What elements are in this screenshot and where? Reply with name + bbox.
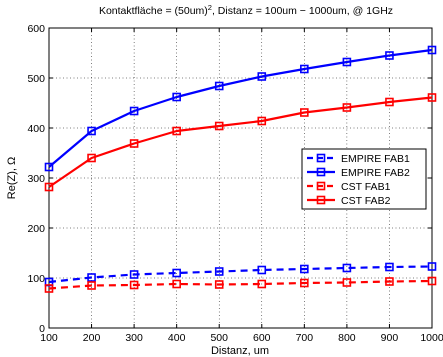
series-cst-fab1 xyxy=(44,276,437,293)
data-point-empire-fab1 xyxy=(385,262,394,272)
series-line-cst-fab1 xyxy=(48,279,433,290)
data-point-cst-fab1 xyxy=(172,279,181,289)
x-tick-label: 900 xyxy=(381,332,399,344)
x-axis-label: Distanz, um xyxy=(211,345,269,357)
chart-title: Kontaktfläche = (50um)2, Distanz = 100um… xyxy=(99,3,393,17)
data-point-cst-fab1 xyxy=(44,284,54,293)
grid-lines xyxy=(49,28,432,328)
x-tick-label: 200 xyxy=(83,332,101,344)
data-point-empire-fab1 xyxy=(300,264,309,274)
y-tick-label: 400 xyxy=(27,123,45,135)
legend-label: CST FAB2 xyxy=(341,195,391,207)
y-tick-label: 0 xyxy=(39,323,45,335)
data-point-empire-fab2 xyxy=(427,45,437,55)
data-point-empire-fab1 xyxy=(257,265,267,275)
y-tick-label: 100 xyxy=(27,273,45,285)
y-axis-label: Re(Z), Ω xyxy=(6,157,18,199)
data-point-empire-fab2 xyxy=(129,106,139,116)
data-point-cst-fab2 xyxy=(385,97,394,107)
data-point-empire-fab2 xyxy=(342,57,352,67)
series-empire-fab2 xyxy=(44,45,437,172)
legend-item-empire-fab1: EMPIRE FAB1 xyxy=(307,153,410,165)
series-line-empire-fab1 xyxy=(48,265,433,284)
data-point-cst-fab2 xyxy=(44,182,54,192)
data-point-empire-fab2 xyxy=(44,162,54,172)
legend-marker xyxy=(316,181,326,191)
series-lines xyxy=(44,45,437,293)
legend-label: EMPIRE FAB2 xyxy=(341,167,410,179)
data-point-cst-fab1 xyxy=(427,276,437,286)
y-tick-label: 300 xyxy=(27,173,45,185)
data-point-empire-fab1 xyxy=(87,273,96,282)
data-point-cst-fab1 xyxy=(342,278,352,287)
data-point-empire-fab2 xyxy=(257,72,267,81)
x-tick-label: 300 xyxy=(125,332,143,344)
data-point-empire-fab1 xyxy=(129,270,139,279)
y-tick-label: 500 xyxy=(27,73,45,85)
legend-item-cst-fab2: CST FAB2 xyxy=(307,195,391,207)
data-point-cst-fab2 xyxy=(427,93,437,102)
x-tick-label: 800 xyxy=(338,332,356,344)
data-point-cst-fab2 xyxy=(87,153,96,163)
x-tick-label: 600 xyxy=(253,332,271,344)
x-tick-label: 700 xyxy=(296,332,314,344)
data-point-empire-fab1 xyxy=(342,263,352,273)
legend-item-empire-fab2: EMPIRE FAB2 xyxy=(307,167,410,179)
data-point-empire-fab2 xyxy=(214,81,224,91)
data-point-cst-fab2 xyxy=(342,103,352,112)
x-tick-label: 500 xyxy=(210,332,228,344)
y-tick-label: 200 xyxy=(27,223,45,235)
data-point-empire-fab2 xyxy=(87,126,96,136)
legend-item-cst-fab1: CST FAB1 xyxy=(307,181,391,193)
series-cst-fab2 xyxy=(44,93,437,192)
data-point-cst-fab1 xyxy=(214,280,224,289)
series-line-empire-fab2 xyxy=(48,48,433,168)
legend-label: CST FAB1 xyxy=(341,181,391,193)
series-line-cst-fab2 xyxy=(48,96,433,188)
x-tick-label: 400 xyxy=(168,332,186,344)
data-point-cst-fab1 xyxy=(385,277,394,286)
title-superscript: 2 xyxy=(208,3,212,12)
data-point-cst-fab2 xyxy=(300,108,309,117)
x-tick-label: 1000 xyxy=(420,332,443,344)
data-point-cst-fab2 xyxy=(214,121,224,131)
data-point-cst-fab2 xyxy=(129,139,139,148)
x-tick-label: 100 xyxy=(40,332,58,344)
data-point-cst-fab1 xyxy=(87,281,96,290)
legend-marker xyxy=(316,153,326,163)
title-main: Kontaktfläche = (50um) xyxy=(99,5,208,17)
data-point-cst-fab1 xyxy=(129,280,139,290)
data-point-empire-fab1 xyxy=(214,267,224,276)
y-tick-label: 600 xyxy=(27,23,45,35)
data-point-empire-fab1 xyxy=(172,268,181,278)
data-point-cst-fab1 xyxy=(300,278,309,288)
legend-label: EMPIRE FAB1 xyxy=(341,153,410,165)
axis-ticks: 100 200 300 400 500 600 700 800 900 1000010020030… xyxy=(27,23,443,344)
data-point-cst-fab1 xyxy=(257,279,267,289)
data-point-empire-fab1 xyxy=(427,262,437,271)
data-point-cst-fab2 xyxy=(172,126,181,136)
title-rest: , Distanz = 100um − 1000um, @ 1GHz xyxy=(212,5,393,17)
legend: EMPIRE FAB1 EMPIRE FAB2 CST FAB1 CST FAB2 xyxy=(301,148,427,210)
data-point-empire-fab2 xyxy=(300,64,309,74)
legend-marker xyxy=(316,167,326,177)
data-point-empire-fab2 xyxy=(385,51,394,60)
legend-marker xyxy=(316,195,326,205)
data-point-empire-fab2 xyxy=(172,92,181,102)
series-empire-fab1 xyxy=(44,262,437,287)
data-point-cst-fab2 xyxy=(257,116,267,126)
